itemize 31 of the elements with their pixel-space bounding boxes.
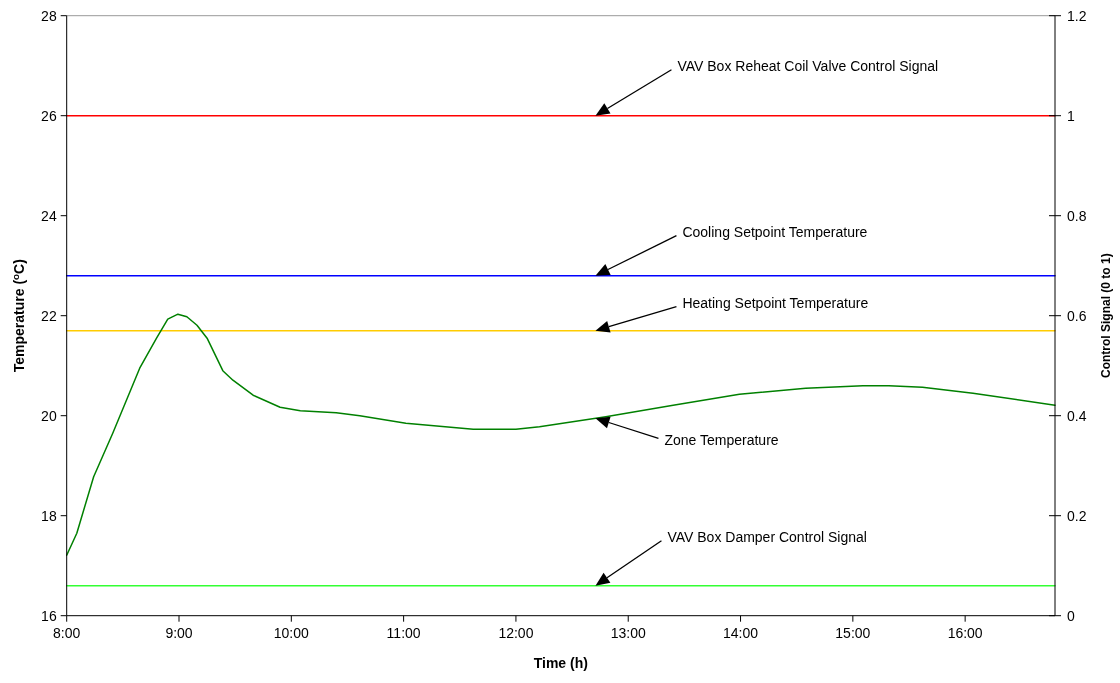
x-tick-label: 12:00 xyxy=(498,624,534,641)
y2-tick-label: 0.2 xyxy=(1067,507,1087,524)
y-tick-label: 26 xyxy=(41,107,57,124)
y2-tick-label: 0.6 xyxy=(1067,307,1087,324)
x-tick-label: 13:00 xyxy=(610,624,646,641)
y-tick-label: 24 xyxy=(41,207,57,224)
x-tick-label: 11:00 xyxy=(386,624,421,641)
y-tick-label: 22 xyxy=(41,307,57,324)
x-axis-title: Time (h) xyxy=(533,654,588,671)
line-series xyxy=(65,313,1056,556)
x-tick-label: 10:00 xyxy=(273,624,310,641)
text: Cooling Setpoint Temperature xyxy=(682,223,868,240)
y2-tick-label: 0.8 xyxy=(1067,207,1087,224)
y-tick-label: 16 xyxy=(41,607,57,624)
text: VAV Box Damper Control Signal xyxy=(667,528,867,545)
y2-tick-label: 0 xyxy=(1067,607,1075,624)
x-tick-label: 14:00 xyxy=(723,624,759,641)
x-tick-label: 9:00 xyxy=(165,624,193,641)
series-label: Heating Setpoint Temperature xyxy=(682,294,869,311)
y2-axis-title: Control Signal (0 to 1) xyxy=(1099,253,1113,379)
y-tick-label: 28 xyxy=(41,7,57,24)
x-tick-label: 16:00 xyxy=(947,624,983,641)
y2-tick-label: 1.2 xyxy=(1067,7,1087,24)
y-tick-label: 18 xyxy=(41,507,57,524)
series-label: Zone Temperature xyxy=(664,432,779,449)
y2-tick-label: 0.4 xyxy=(1067,407,1087,424)
x-tick-label: 8:00 xyxy=(53,624,81,641)
y2-tick-label: 1 xyxy=(1067,107,1075,124)
text: VAV Box Reheat Coil Valve Control Signal xyxy=(677,57,939,74)
y-tick-label: 20 xyxy=(41,407,57,424)
x-tick-label: 15:00 xyxy=(835,624,871,641)
